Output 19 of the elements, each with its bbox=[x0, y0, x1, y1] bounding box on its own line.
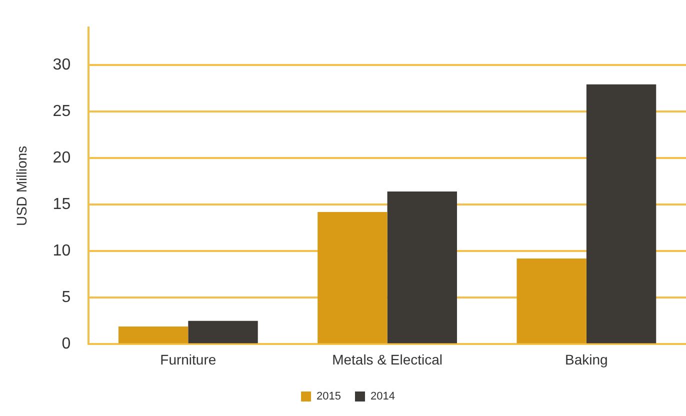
y-tick-label: 15 bbox=[52, 196, 71, 213]
y-tick-label: 10 bbox=[52, 242, 71, 260]
x-tick-label: Metals & Electical bbox=[332, 351, 443, 368]
legend-label: 2015 bbox=[316, 390, 342, 403]
bar bbox=[516, 258, 586, 344]
bar bbox=[318, 212, 388, 344]
x-tick-label: Baking bbox=[565, 351, 608, 368]
y-axis-title: USD Millions bbox=[13, 146, 30, 226]
legend-label: 2014 bbox=[370, 390, 395, 403]
y-tick-label: 5 bbox=[62, 289, 71, 306]
y-tick-label: 20 bbox=[52, 149, 71, 166]
bar bbox=[118, 326, 188, 344]
y-tick-label: 0 bbox=[62, 336, 71, 353]
bar bbox=[387, 191, 457, 344]
y-tick-label: 25 bbox=[52, 102, 71, 120]
bar bbox=[188, 320, 258, 344]
bar bbox=[586, 84, 656, 344]
y-tick-label: 30 bbox=[52, 56, 71, 74]
x-tick-label: Furniture bbox=[160, 351, 216, 368]
